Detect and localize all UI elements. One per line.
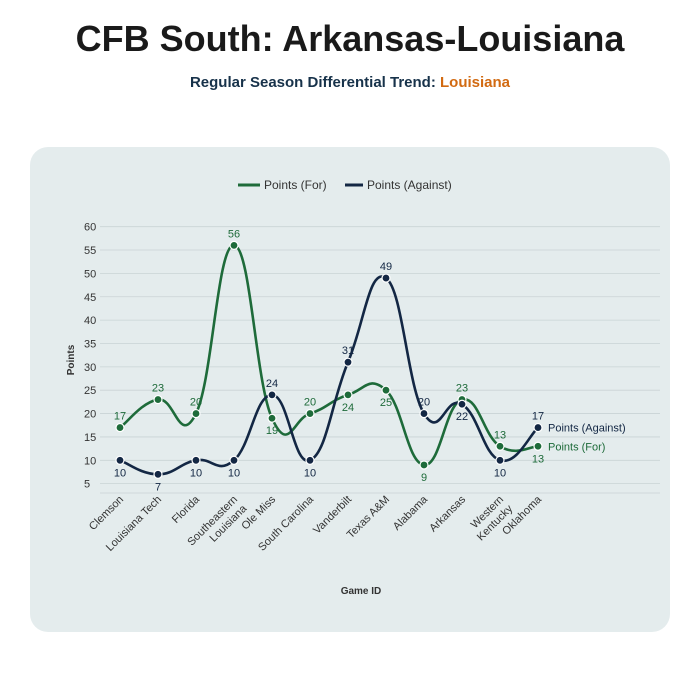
- data-label-for: 25: [380, 397, 392, 409]
- data-point-for: [115, 422, 125, 433]
- data-point-against: [191, 455, 201, 465]
- y-tick-label: 55: [84, 245, 96, 257]
- series-line-for: [119, 244, 539, 467]
- data-label-against: 24: [266, 378, 278, 390]
- y-tick-label: 10: [84, 455, 96, 467]
- y-tick-label: 20: [84, 409, 96, 421]
- data-point-for: [267, 413, 277, 423]
- subtitle-team: Louisiana: [440, 74, 511, 91]
- data-label-for: 19: [266, 425, 278, 437]
- y-tick-label: 15: [84, 432, 96, 444]
- data-label-for: 17: [114, 411, 126, 423]
- data-label-for: 24: [342, 402, 354, 414]
- data-point-against: [229, 455, 239, 465]
- data-point-against: [495, 455, 505, 465]
- data-label-for: 20: [304, 397, 316, 409]
- chart-title: CFB South: Arkansas-Louisiana: [75, 18, 625, 59]
- data-label-against: 20: [418, 397, 430, 409]
- legend-label-against: Points (Against): [367, 178, 452, 192]
- end-label-against: Points (Against): [548, 423, 626, 435]
- x-tick-label: Arkansas: [427, 493, 468, 534]
- data-label-against: 7: [155, 481, 161, 493]
- data-label-for: 9: [421, 472, 427, 484]
- data-point-against: [343, 357, 353, 367]
- x-tick-label: Florida: [170, 493, 203, 526]
- y-tick-labels: 5 10 15 20 25 30 35 40 45 50 55 60: [84, 222, 96, 491]
- y-tick-label: 35: [84, 338, 96, 350]
- y-tick-label: 60: [84, 222, 96, 234]
- data-point-for: [533, 441, 543, 451]
- data-label-against: 49: [380, 261, 392, 273]
- series-line-against: [119, 275, 539, 476]
- data-point-against: [533, 422, 543, 433]
- data-label-against: 10: [114, 467, 126, 479]
- y-tick-label: 5: [84, 479, 90, 491]
- data-label-against: 10: [190, 467, 202, 479]
- data-point-for: [381, 385, 391, 395]
- data-label-against: 10: [494, 467, 506, 479]
- y-tick-label: 25: [84, 385, 96, 397]
- data-label-against: 22: [456, 411, 468, 423]
- data-point-against: [457, 399, 467, 409]
- legend-label-for: Points (For): [264, 178, 327, 192]
- data-point-for: [343, 390, 353, 400]
- y-tick-label: 45: [84, 292, 96, 304]
- x-tick-label: Clemson: [87, 494, 126, 533]
- y-tick-label: 30: [84, 362, 96, 374]
- series-lines: [119, 244, 539, 476]
- end-label-for: Points (For): [548, 441, 605, 453]
- data-label-for: 23: [152, 383, 164, 395]
- data-label-against: 17: [532, 411, 544, 423]
- data-label-for: 56: [228, 228, 240, 240]
- y-tick-label: 40: [84, 315, 96, 327]
- data-point-for: [495, 441, 505, 451]
- data-label-against: 10: [228, 467, 240, 479]
- data-point-for: [191, 408, 201, 419]
- data-labels: 17 10 23 7 20 10 56 10 19 24 20 10 24 31 25 49 9 20 23 22 13…: [114, 228, 626, 493]
- data-label-for: 13: [494, 429, 506, 441]
- y-tick-label: 50: [84, 268, 96, 280]
- y-axis-title: Points: [66, 344, 77, 375]
- data-point-against: [419, 408, 429, 419]
- data-label-for: 20: [190, 397, 202, 409]
- data-label-for: 23: [456, 383, 468, 395]
- subtitle-prefix: Regular Season Differential Trend:: [189, 74, 441, 91]
- data-label-against: 10: [304, 467, 316, 479]
- data-point-against: [153, 469, 163, 479]
- data-point-against: [305, 455, 315, 465]
- x-axis-title: Game ID: [341, 586, 382, 597]
- chart-subtitle: Regular Season Differential Trend: Louis…: [0, 74, 700, 91]
- data-point-for: [419, 460, 429, 470]
- chart-panel: [30, 147, 670, 632]
- legend: Points (For) Points (Against): [238, 178, 452, 192]
- x-tick-label: Alabama: [391, 493, 431, 533]
- data-point-against: [115, 455, 125, 465]
- data-point-for: [153, 394, 163, 405]
- data-point-for: [305, 408, 315, 419]
- data-label-for: 13: [532, 453, 544, 465]
- data-point-against: [267, 390, 277, 400]
- data-label-against: 31: [342, 345, 354, 357]
- data-points: [115, 240, 543, 479]
- data-point-against: [381, 273, 391, 283]
- data-point-for: [229, 240, 239, 250]
